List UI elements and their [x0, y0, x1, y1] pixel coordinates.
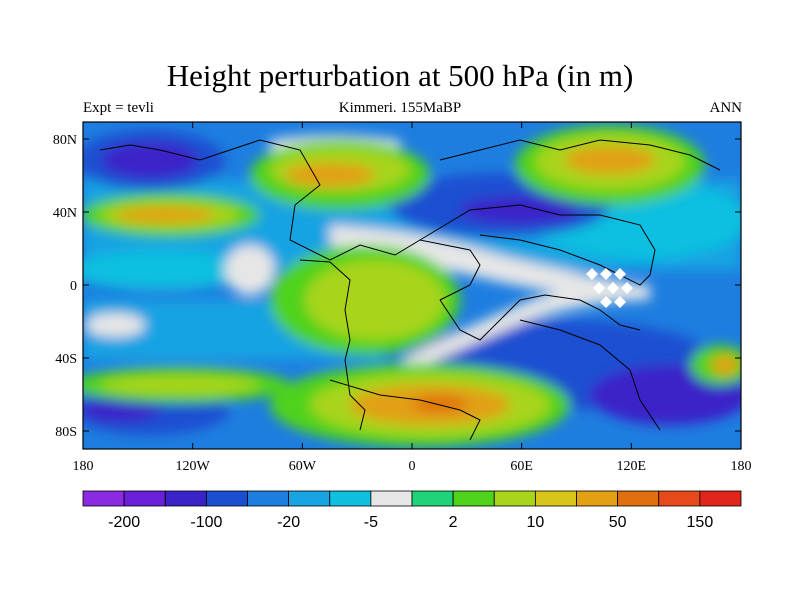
lat-tick-label: 40S: [55, 352, 77, 367]
colorbar-label: 150: [687, 514, 714, 531]
lon-tick-label: 120W: [176, 459, 211, 474]
colorbar-swatch: [247, 490, 290, 507]
colorbar-swatch: [329, 490, 372, 507]
colorbar-swatch: [617, 490, 660, 507]
colorbar-swatch: [164, 490, 207, 507]
season-label: ANN: [709, 100, 743, 116]
colorbar-swatch: [658, 490, 701, 507]
colorbar-label: -100: [190, 514, 222, 531]
colorbar-label: -20: [277, 514, 300, 531]
lon-tick-label: 0: [409, 459, 416, 474]
colorbar-label: -5: [364, 514, 378, 531]
lon-tick-label: 180: [731, 459, 752, 474]
contour-field: [83, 122, 741, 449]
colorbar-label: 10: [526, 514, 544, 531]
colorbar-label: 2: [449, 514, 458, 531]
colorbar-swatch: [205, 490, 248, 507]
colorbar-swatch: [288, 490, 331, 507]
lon-tick-label: 60W: [289, 459, 317, 474]
colorbar-swatch: [82, 490, 125, 507]
colorbar-swatch: [123, 490, 166, 507]
latitude-axis: 80N 40N 0 40S 80S: [53, 133, 741, 440]
lat-tick-label: 0: [70, 279, 77, 294]
lon-tick-label: 180: [73, 459, 94, 474]
lat-tick-label: 80S: [55, 425, 77, 440]
period-label: Kimmeri. 155MaBP: [338, 100, 462, 116]
colorbar-swatch: [411, 490, 454, 507]
lat-tick-label: 80N: [53, 133, 77, 148]
lat-tick-label: 40N: [53, 206, 77, 221]
colorbar-label: -200: [108, 514, 140, 531]
colorbar: -200 -100 -20 -5 2 10 50 150: [82, 490, 742, 531]
colorbar-swatch: [452, 490, 495, 507]
colorbar-label: 50: [609, 514, 627, 531]
significance-markers: [586, 268, 633, 308]
map-title: Height perturbation at 500 hPa (in m): [166, 58, 634, 93]
lon-tick-label: 120E: [617, 459, 647, 474]
lon-tick-label: 60E: [510, 459, 533, 474]
colorbar-swatch: [370, 490, 413, 507]
colorbar-swatch: [534, 490, 577, 507]
colorbar-swatch: [576, 490, 619, 507]
experiment-label: Expt = tevli: [83, 100, 154, 116]
colorbar-swatch: [699, 490, 742, 507]
longitude-axis: 180 120W 60W 0 60E 120E 180: [73, 122, 752, 474]
coastlines: [99, 139, 721, 441]
colorbar-swatch: [493, 490, 536, 507]
